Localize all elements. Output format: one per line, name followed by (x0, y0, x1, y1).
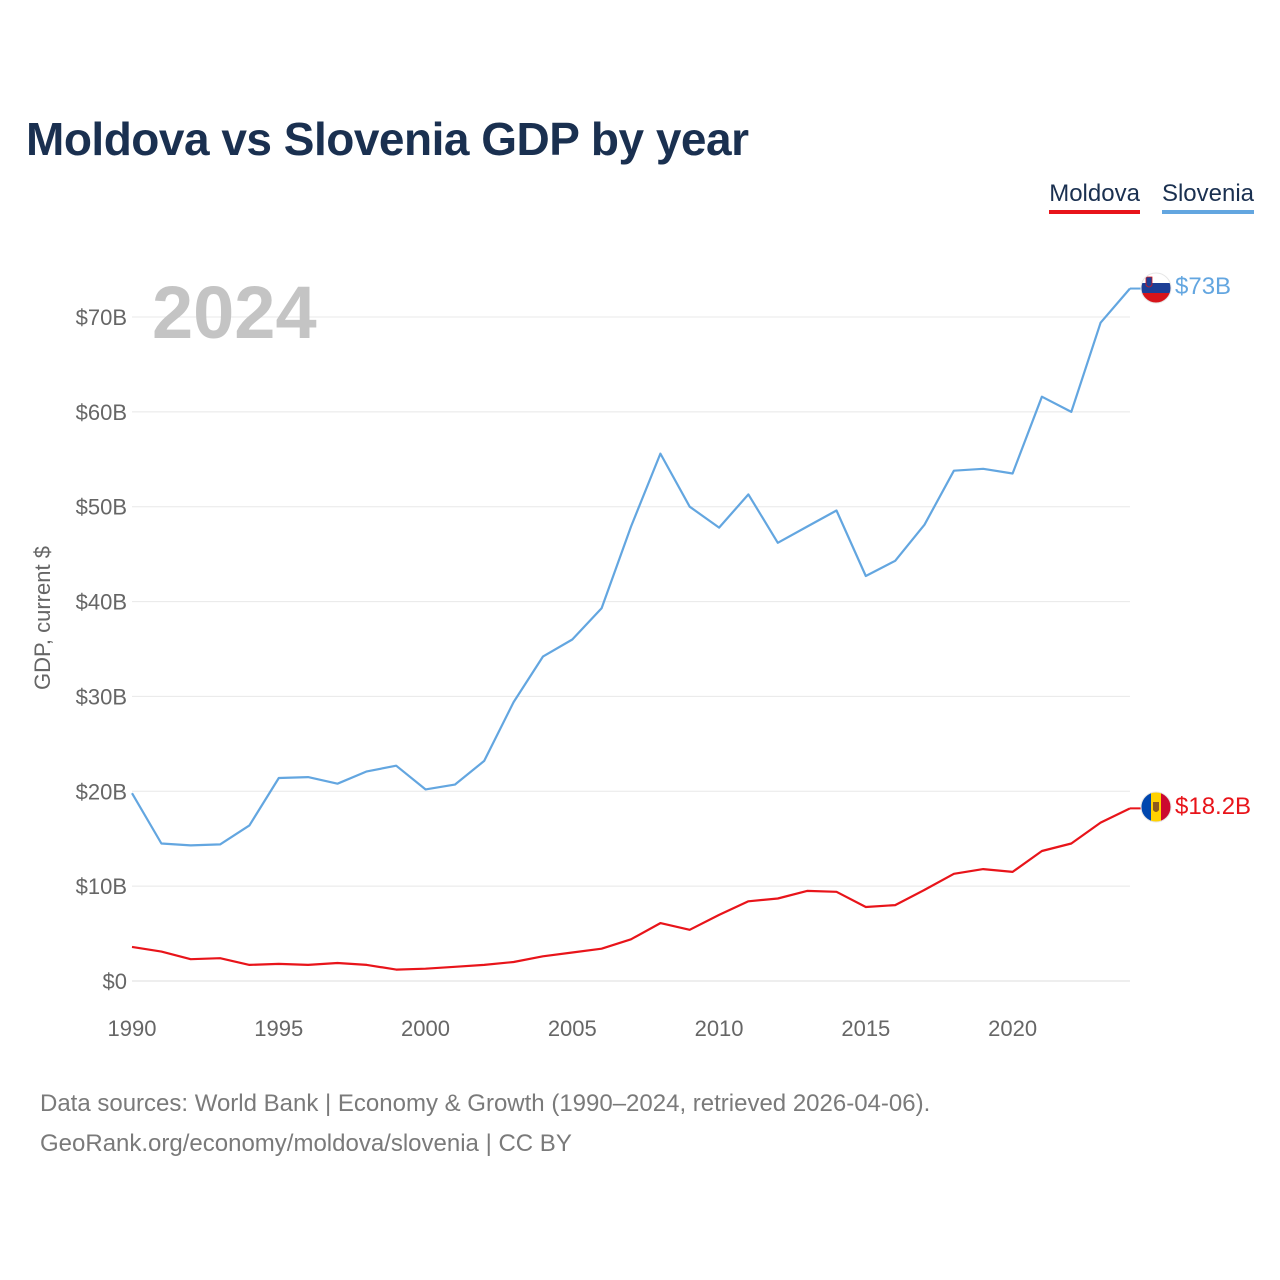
source-line: Data sources: World Bank | Economy & Gro… (40, 1090, 931, 1117)
legend: Moldova Slovenia (1049, 180, 1254, 214)
slovenia-flag (1140, 272, 1172, 304)
y-tick-label: $0 (103, 969, 127, 994)
end-value-label-slovenia: $73B (1175, 273, 1231, 300)
x-tick-label: 2020 (988, 1016, 1037, 1041)
x-tick-label: 1990 (108, 1016, 157, 1041)
y-tick-label: $40B (76, 590, 127, 615)
legend-item-slovenia[interactable]: Slovenia (1161, 180, 1254, 214)
y-tick-label: $50B (76, 495, 127, 520)
end-value-label-moldova: $18.2B (1175, 793, 1251, 820)
x-tick-label: 2015 (841, 1016, 890, 1041)
series-line-moldova (131, 807, 1131, 971)
source-url[interactable]: GeoRank.org/economy/moldova/slovenia | C… (40, 1130, 572, 1157)
y-tick-label: $10B (76, 874, 127, 899)
legend-item-moldova[interactable]: Moldova (1049, 180, 1140, 214)
x-axis: 1990 1995 2000 2005 2010 2015 2020 (108, 1016, 1038, 1041)
series-lines (131, 287, 1142, 971)
x-tick-label: 2010 (695, 1016, 744, 1041)
y-tick-label: $20B (76, 779, 127, 804)
y-tick-label: $70B (76, 305, 127, 330)
source-note: Data sources: World Bank | Economy & Gro… (40, 1084, 930, 1164)
y-axis-title: GDP, current $ (30, 546, 55, 690)
y-tick-label: $60B (76, 400, 127, 425)
x-tick-label: 2005 (548, 1016, 597, 1041)
series-line-slovenia (131, 287, 1131, 847)
x-tick-label: 2000 (401, 1016, 450, 1041)
y-tick-label: $30B (76, 684, 127, 709)
x-tick-label: 1995 (254, 1016, 303, 1041)
year-watermark: 2024 (152, 271, 317, 354)
y-axis: $0 $10B $20B $30B $40B $50B $60B $70B (76, 305, 127, 994)
moldova-flag (1140, 791, 1172, 823)
chart-title: Moldova vs Slovenia GDP by year (26, 113, 749, 165)
gridlines (132, 316, 1130, 982)
